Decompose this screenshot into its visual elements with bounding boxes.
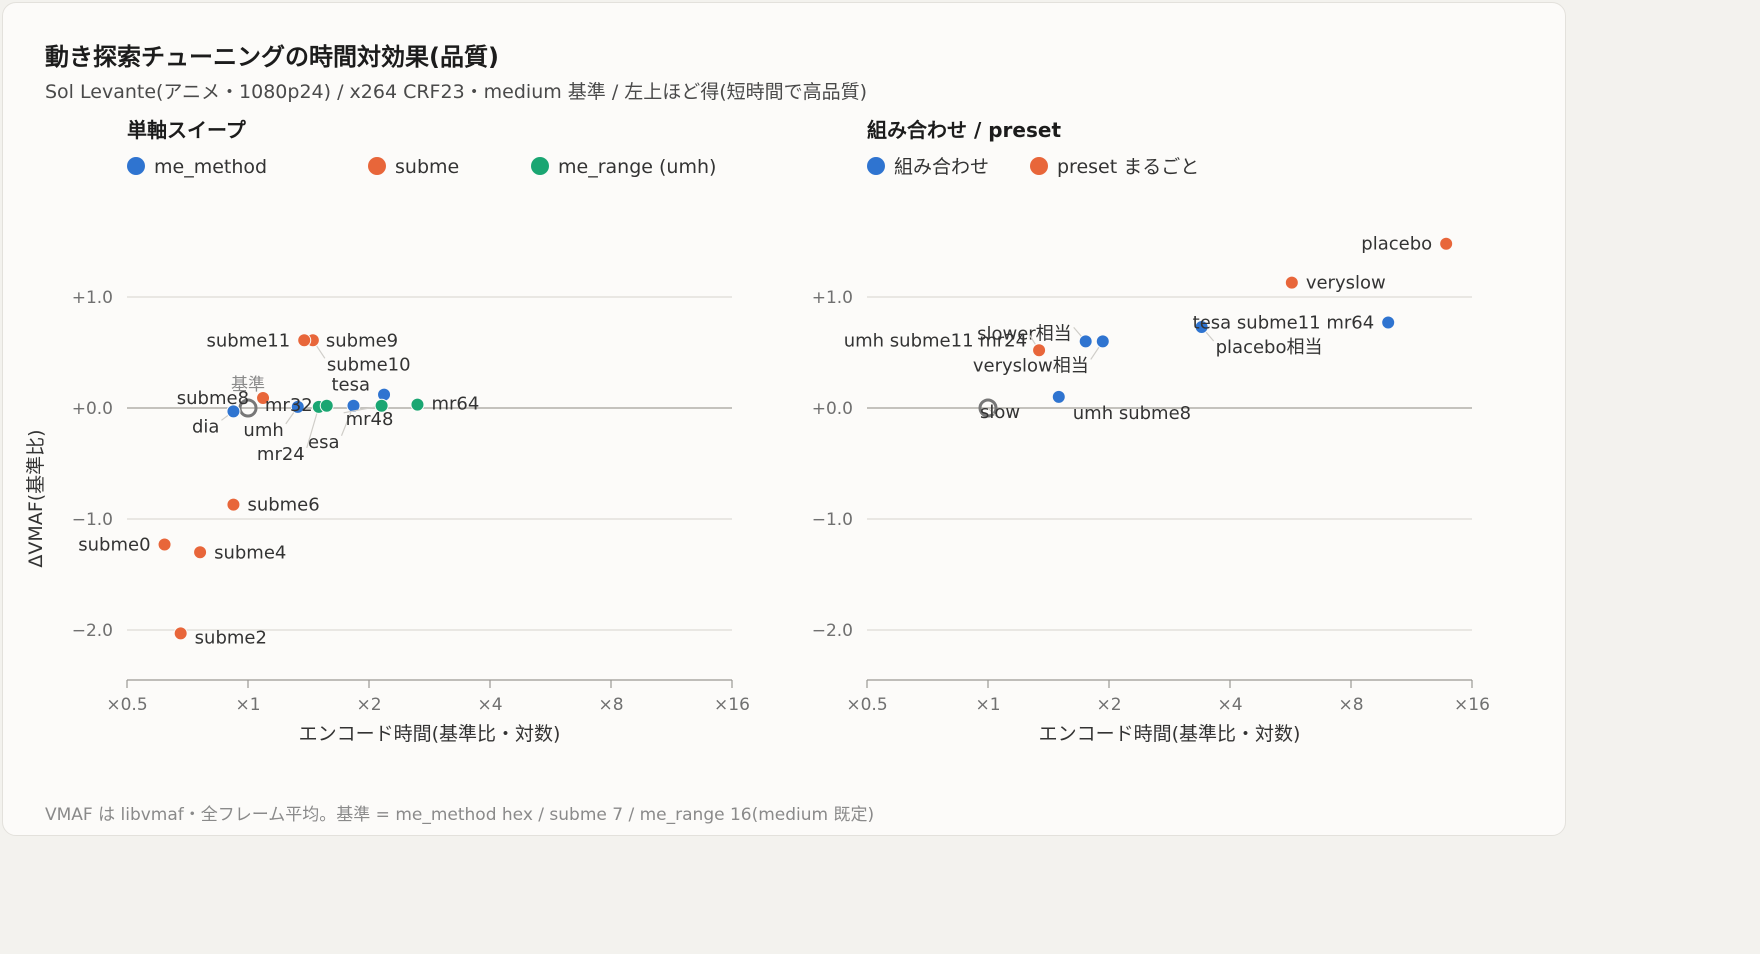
point-label: subme2 xyxy=(195,627,267,648)
legend-marker xyxy=(127,157,145,175)
data-point xyxy=(1284,275,1299,290)
legend-label: subme xyxy=(395,156,459,178)
point-label: subme6 xyxy=(247,495,319,516)
point-label: tesa xyxy=(331,375,370,396)
x-axis-title: エンコード時間(基準比・対数) xyxy=(1039,723,1301,745)
data-point xyxy=(226,497,241,512)
data-point xyxy=(1194,319,1209,334)
y-tick-label: +1.0 xyxy=(812,288,853,308)
point-label: umh xyxy=(243,420,283,441)
data-point xyxy=(193,545,208,560)
point-label: umh subme8 xyxy=(1073,403,1191,424)
chart-card: 動き探索チューニングの時間対効果(品質) Sol Levante(アニメ・108… xyxy=(2,2,1566,836)
legend-marker xyxy=(867,157,885,175)
chart-subtitle: Sol Levante(アニメ・1080p24) / x264 CRF23・me… xyxy=(45,81,868,103)
data-point xyxy=(1439,236,1454,251)
x-tick-label: ×2 xyxy=(356,695,381,715)
data-point xyxy=(374,398,389,413)
point-label: esa xyxy=(308,432,339,453)
point-label: subme11 xyxy=(206,330,290,351)
y-tick-label: −2.0 xyxy=(812,621,853,641)
x-tick-label: ×4 xyxy=(1217,695,1242,715)
data-point xyxy=(226,404,241,419)
x-tick-label: ×1 xyxy=(975,695,1000,715)
legend-marker xyxy=(531,157,549,175)
point-label: subme9 xyxy=(326,330,398,351)
x-tick-label: ×0.5 xyxy=(846,695,887,715)
point-label: dia xyxy=(192,416,219,437)
point-label: veryslow相当 xyxy=(973,355,1089,376)
legend-label: 組み合わせ xyxy=(894,156,989,178)
point-label: mr24 xyxy=(257,444,305,465)
data-point xyxy=(256,391,271,406)
reference-marker xyxy=(978,398,998,418)
x-tick-label: ×8 xyxy=(1338,695,1363,715)
legend-label: me_range (umh) xyxy=(558,156,716,178)
point-label: placebo xyxy=(1361,234,1432,255)
point-label: subme0 xyxy=(78,535,150,556)
data-point xyxy=(319,398,334,413)
y-tick-label: +0.0 xyxy=(72,399,113,419)
x-axis-title: エンコード時間(基準比・対数) xyxy=(299,723,561,745)
data-point xyxy=(1078,334,1093,349)
chart-title: 動き探索チューニングの時間対効果(品質) xyxy=(45,43,499,71)
point-label: tesa subme11 mr64 xyxy=(1193,313,1375,334)
x-tick-label: ×0.5 xyxy=(106,695,147,715)
point-label: veryslow xyxy=(1306,273,1386,294)
x-tick-label: ×4 xyxy=(477,695,502,715)
reference-label: 基準 xyxy=(231,375,265,395)
data-point xyxy=(290,399,305,414)
point-label: subme4 xyxy=(214,542,286,563)
data-point xyxy=(410,397,425,412)
panel-title: 単軸スイープ xyxy=(127,118,247,142)
y-axis-title: ΔVMAF(基準比) xyxy=(25,429,47,567)
x-tick-label: ×8 xyxy=(598,695,623,715)
leader-line xyxy=(306,406,320,449)
y-tick-label: +1.0 xyxy=(72,288,113,308)
x-tick-label: ×1 xyxy=(235,695,260,715)
point-label: umh subme11 mr24 xyxy=(844,330,1027,351)
data-point xyxy=(173,626,188,641)
legend-marker xyxy=(1030,157,1048,175)
chart-footnote: VMAF は libvmaf・全フレーム平均。基準 = me_method he… xyxy=(45,805,875,825)
y-tick-label: −1.0 xyxy=(72,510,113,530)
data-point xyxy=(1051,389,1066,404)
point-label: mr64 xyxy=(431,394,479,415)
legend-marker xyxy=(368,157,386,175)
point-label: subme10 xyxy=(327,354,411,375)
reference-label: slow xyxy=(980,402,1020,423)
point-label: mr32 xyxy=(265,395,313,416)
point-label: subme8 xyxy=(177,388,249,409)
x-tick-label: ×2 xyxy=(1096,695,1121,715)
x-tick-label: ×16 xyxy=(1454,695,1490,715)
point-label: placebo相当 xyxy=(1216,337,1323,358)
y-tick-label: −1.0 xyxy=(812,510,853,530)
y-tick-label: +0.0 xyxy=(812,399,853,419)
scatter-charts: 単軸スイープ me_method subme me_range (umh) +1.0 +0… xyxy=(25,118,1490,745)
data-point xyxy=(1381,315,1396,330)
data-point xyxy=(346,398,361,413)
x-tick-label: ×16 xyxy=(714,695,750,715)
legend-label: preset まるごと xyxy=(1057,156,1199,178)
data-point xyxy=(1032,343,1047,358)
point-label: slower相当 xyxy=(977,323,1072,344)
point-label: mr48 xyxy=(346,409,394,430)
data-point xyxy=(157,537,172,552)
legend-label: me_method xyxy=(154,156,267,178)
data-point xyxy=(297,333,312,348)
leader-line xyxy=(987,407,997,417)
y-tick-label: −2.0 xyxy=(72,621,113,641)
reference-marker xyxy=(238,398,258,418)
data-point xyxy=(1095,334,1110,349)
panel-title: 組み合わせ / preset xyxy=(867,118,1061,142)
